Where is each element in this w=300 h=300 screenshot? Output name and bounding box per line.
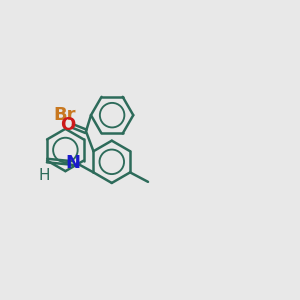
- Text: O: O: [60, 116, 76, 134]
- Text: H: H: [38, 167, 50, 182]
- Text: Br: Br: [53, 106, 75, 124]
- Text: N: N: [66, 154, 81, 172]
